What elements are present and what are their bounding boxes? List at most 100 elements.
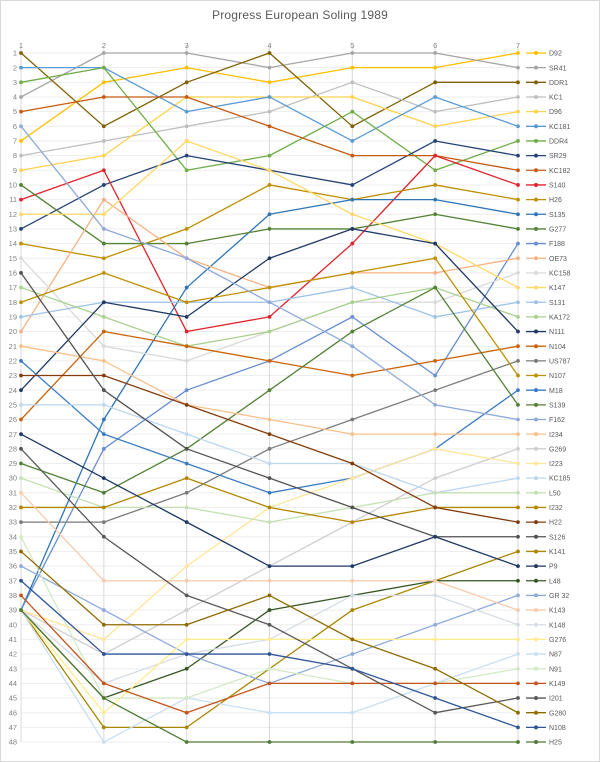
series-S140 — [19, 153, 520, 334]
data-point-marker — [267, 256, 272, 261]
data-point-marker — [101, 168, 106, 173]
legend-item-KC185: KC185 — [526, 476, 571, 483]
legend-label: G276 — [549, 637, 566, 644]
y-axis-tick-label: 12 — [9, 210, 17, 219]
legend-marker-icon — [534, 138, 538, 143]
data-point-marker — [267, 476, 272, 481]
data-point-marker — [433, 637, 438, 642]
legend-item-G269: G269 — [526, 446, 566, 453]
data-point-marker — [101, 256, 106, 261]
legend-item-K143: K143 — [526, 608, 565, 615]
data-point-marker — [516, 696, 520, 700]
data-point-marker — [267, 300, 272, 305]
legend-label: K147 — [549, 285, 565, 292]
series-DDR1 — [19, 51, 520, 129]
data-point-marker — [516, 285, 520, 290]
data-point-marker — [267, 227, 272, 231]
data-point-marker — [101, 300, 106, 305]
data-point-marker — [433, 109, 438, 114]
legend-item-KC181: KC181 — [526, 124, 571, 131]
series-P9 — [19, 432, 520, 568]
series-K149 — [19, 593, 520, 715]
series-KC1 — [19, 80, 520, 158]
data-point-marker — [433, 432, 438, 437]
legend-marker-icon — [534, 212, 538, 217]
series-H22 — [19, 373, 520, 525]
data-point-marker — [516, 197, 520, 202]
data-point-marker — [350, 520, 355, 525]
x-axis-tick-label: 7 — [516, 41, 520, 50]
y-axis-tick-label: 11 — [9, 195, 17, 204]
legend-marker-icon — [534, 490, 538, 495]
data-point-marker — [19, 124, 23, 129]
data-point-marker — [267, 388, 272, 393]
legend-item-N91: N91 — [526, 666, 562, 673]
legend-label: K149 — [549, 681, 565, 688]
legend-marker-icon — [534, 505, 538, 510]
data-point-marker — [184, 608, 189, 612]
data-point-marker — [184, 241, 189, 246]
legend-marker-icon — [534, 65, 538, 70]
legend-label: SR29 — [549, 153, 567, 160]
data-point-marker — [101, 329, 106, 334]
data-point-marker — [267, 666, 272, 671]
y-axis-tick-label: 37 — [9, 576, 17, 585]
data-point-marker — [184, 80, 189, 85]
data-point-marker — [19, 490, 23, 495]
y-axis-tick-label: 3 — [13, 78, 17, 87]
data-point-marker — [267, 109, 272, 114]
data-point-marker — [350, 608, 355, 612]
data-point-marker — [267, 358, 272, 363]
legend-marker-icon — [534, 182, 538, 187]
data-point-marker — [19, 505, 23, 510]
data-point-marker — [101, 373, 106, 378]
data-point-marker — [184, 593, 189, 598]
legend-label: M18 — [549, 388, 563, 395]
data-point-marker — [101, 417, 106, 422]
y-axis-tick-label: 27 — [9, 430, 17, 439]
data-point-marker — [350, 212, 355, 217]
data-point-marker — [433, 373, 438, 378]
legend-label: N111 — [549, 329, 565, 336]
data-point-marker — [19, 388, 23, 393]
data-point-marker — [433, 358, 438, 363]
legend-item-K149: K149 — [526, 681, 565, 688]
data-point-marker — [433, 285, 438, 290]
legend-item-N111: N111 — [526, 329, 565, 336]
legend-item-S126: S126 — [526, 534, 565, 541]
data-point-marker — [19, 212, 23, 217]
data-point-marker — [433, 578, 438, 583]
chart-legend: D92 SR41 DDR1 KC1 D96 KC181 DDR4 SR29 KC182 S140 H… — [526, 51, 571, 747]
data-point-marker — [19, 578, 23, 583]
data-point-marker — [350, 666, 355, 671]
data-point-marker — [267, 593, 272, 598]
legend-label: OE73 — [549, 256, 567, 263]
legend-label: KA172 — [549, 314, 570, 321]
legend-label: H22 — [549, 520, 562, 527]
data-point-marker — [184, 124, 189, 129]
legend-label: I223 — [549, 461, 563, 468]
y-axis-tick-label: 40 — [9, 620, 17, 629]
data-point-marker — [433, 696, 438, 700]
legend-label: L48 — [549, 578, 561, 585]
data-point-marker — [516, 490, 520, 495]
data-point-marker — [19, 344, 23, 349]
legend-label: KC185 — [549, 476, 571, 483]
legend-item-S135: S135 — [526, 212, 565, 219]
data-point-marker — [433, 168, 438, 173]
data-point-marker — [184, 476, 189, 481]
y-axis-tick-label: 28 — [9, 444, 17, 453]
data-point-marker — [350, 153, 355, 158]
data-point-marker — [516, 710, 520, 715]
data-point-marker — [433, 300, 438, 305]
data-point-marker — [433, 197, 438, 202]
data-point-marker — [184, 505, 189, 510]
data-point-marker — [184, 622, 189, 627]
legend-marker-icon — [534, 637, 538, 642]
data-point-marker — [516, 652, 520, 656]
data-point-marker — [350, 271, 355, 275]
data-point-marker — [101, 241, 106, 246]
y-axis-tick-label: 42 — [9, 650, 17, 659]
series-N108 — [19, 578, 520, 730]
legend-marker-icon — [534, 256, 538, 261]
